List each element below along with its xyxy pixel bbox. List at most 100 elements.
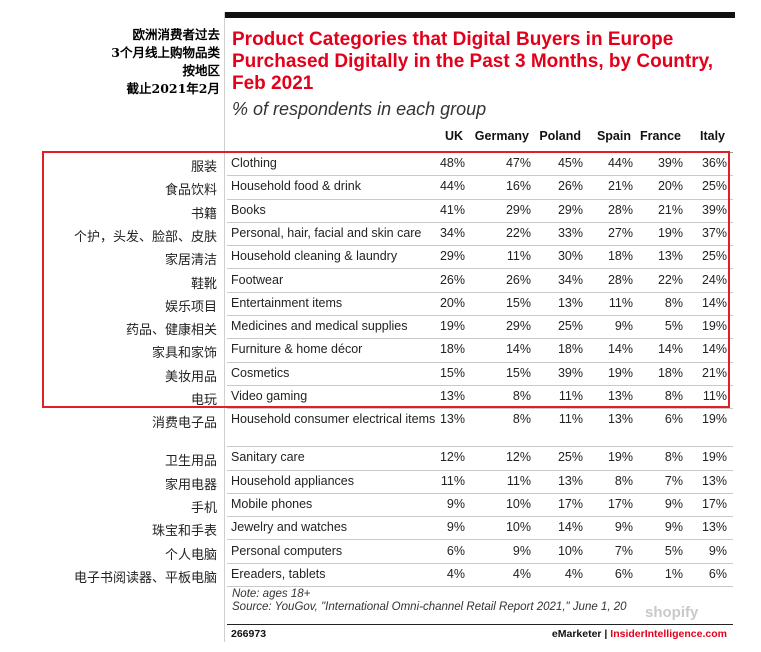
- cn-row-label: 美妆用品: [164, 369, 217, 385]
- top-bar: [225, 12, 735, 18]
- table-cell: 14%: [607, 342, 633, 357]
- cn-row-label: 鞋靴: [190, 276, 217, 292]
- table-cell: 29%: [557, 202, 583, 217]
- table-cell: 14%: [557, 520, 583, 535]
- table-cell: 14%: [657, 342, 683, 357]
- cn-row-label: 消费电子品: [151, 416, 217, 432]
- source-text: Source: YouGov, "International Omni-chan…: [232, 601, 627, 613]
- table-header: UK Germany Poland Spain France Italy: [225, 129, 735, 147]
- table-cell: 24%: [701, 272, 727, 287]
- table-cell: 14%: [505, 342, 531, 357]
- cn-row-label: 服装: [190, 160, 217, 175]
- cn-row-label: 家具和家饰: [151, 346, 217, 362]
- row-label: Footwear: [231, 272, 284, 287]
- footer-bar: 266973 eMarketer | InsiderIntelligence.c…: [227, 624, 733, 640]
- table-cell: 6%: [446, 543, 465, 558]
- table-cell: 29%: [505, 319, 531, 334]
- row-label: Sanitary care: [231, 450, 305, 465]
- table-cell: 19%: [657, 225, 683, 240]
- table-cell: 27%: [607, 225, 633, 240]
- table-cell: 11%: [608, 295, 633, 310]
- table-cell: 9%: [512, 543, 531, 558]
- table-row: Entertainment items 20% 15% 13% 11% 8% 14%: [227, 293, 733, 317]
- table-row: Clothing 48% 47% 45% 44% 39% 36%: [227, 153, 733, 177]
- table-cell: 19%: [701, 450, 727, 465]
- table-cell: 36%: [701, 156, 727, 170]
- table-cell: 5%: [664, 319, 683, 334]
- table-cell: 4%: [446, 566, 465, 581]
- cn-row-label: 电玩: [190, 393, 217, 408]
- table-row: Household appliances 11% 11% 13% 8% 7% 13%: [227, 471, 733, 494]
- column-header: Germany: [474, 129, 529, 143]
- table-row: Personal computers 6% 9% 10% 7% 5% 9%: [227, 541, 733, 564]
- table-cell: 25%: [557, 319, 583, 334]
- table-row: Personal, hair, facial and skin care 34% 2…: [227, 223, 733, 247]
- table-cell: 17%: [557, 496, 583, 511]
- table-row: Household cleaning & laundry 29% 11% 30% 18%…: [227, 246, 733, 270]
- table-cell: 11%: [506, 473, 531, 488]
- column-header: UK: [444, 129, 463, 143]
- column-header: France: [640, 129, 681, 143]
- chart-id: 266973: [231, 628, 267, 640]
- table-cell: 47%: [505, 156, 531, 170]
- cn-row-label: 手机: [190, 500, 217, 516]
- table-cell: 33%: [557, 225, 583, 240]
- table-row: Household food & drink 44% 16% 26% 21% 20% 25%: [227, 176, 733, 200]
- brand-insider: InsiderIntelligence.com: [610, 628, 727, 640]
- table-cell: 6%: [664, 412, 683, 427]
- cn-row-label: 卫生用品: [164, 454, 217, 470]
- table-cell: 15%: [505, 295, 531, 310]
- table-cell: 18%: [607, 249, 633, 264]
- table-cell: 18%: [657, 365, 683, 380]
- table-cell: 22%: [657, 272, 683, 287]
- cn-row-label: 食品饮料: [164, 183, 217, 199]
- table-cell: 8%: [664, 450, 683, 465]
- table-cell: 8%: [512, 412, 531, 427]
- row-label: Books: [231, 202, 266, 217]
- table-cell: 6%: [708, 566, 727, 581]
- table-cell: 18%: [557, 342, 583, 357]
- row-label: Ereaders, tablets: [231, 566, 326, 581]
- row-label: Personal computers: [231, 543, 343, 558]
- table-cell: 13%: [701, 473, 727, 488]
- table-cell: 13%: [607, 389, 633, 403]
- cn-row-label: 家用电器: [164, 477, 217, 493]
- table-cell: 25%: [557, 450, 583, 465]
- row-label: Jewelry and watches: [231, 520, 348, 535]
- row-label: Cosmetics: [231, 365, 290, 380]
- table-cell: 37%: [701, 225, 727, 240]
- table-cell: 7%: [664, 473, 683, 488]
- table-cell: 14%: [701, 295, 727, 310]
- table-cell: 8%: [614, 473, 633, 488]
- table-cell: 10%: [557, 543, 583, 558]
- table-cell: 30%: [557, 249, 583, 264]
- brand-credit: eMarketer | InsiderIntelligence.com: [552, 628, 727, 640]
- table-cell: 48%: [439, 156, 465, 170]
- table-cell: 25%: [701, 179, 727, 194]
- table-row: Medicines and medical supplies 19% 29% 25% 9…: [227, 316, 733, 340]
- column-header: Spain: [596, 129, 631, 143]
- table-cell: 18%: [439, 342, 465, 357]
- table-cell: 21%: [657, 202, 683, 217]
- table-cell: 39%: [701, 202, 727, 217]
- cn-row-label: 药品、健康相关: [125, 323, 217, 339]
- notes: Note: ages 18+ Source: YouGov, "Internat…: [232, 588, 627, 614]
- table-row: Ereaders, tablets 4% 4% 4% 6% 1% 6%: [227, 564, 733, 588]
- row-label: Clothing: [231, 156, 277, 170]
- table-cell: 11%: [702, 389, 727, 403]
- table-cell: 26%: [505, 272, 531, 287]
- chinese-heading: 欧洲消费者过去 3个月线上购物品类 按地区 截止2021年2月: [62, 26, 220, 98]
- row-label: Video gaming: [231, 389, 308, 403]
- cn-heading-line: 欧洲消费者过去: [132, 27, 220, 42]
- cn-heading-line: 3个月线上购物品类: [111, 45, 220, 60]
- cn-row-label: 书籍: [190, 206, 217, 222]
- table-cell: 29%: [505, 202, 531, 217]
- table-cell: 9%: [446, 496, 465, 511]
- table-cell: 21%: [701, 365, 727, 380]
- cn-row-label: 个人电脑: [164, 547, 217, 563]
- table-cell: 20%: [439, 295, 465, 310]
- table-row: Household consumer electrical items 13% 8%…: [227, 409, 733, 448]
- table-cell: 21%: [607, 179, 633, 194]
- table-cell: 8%: [664, 295, 683, 310]
- table-cell: 7%: [614, 543, 633, 558]
